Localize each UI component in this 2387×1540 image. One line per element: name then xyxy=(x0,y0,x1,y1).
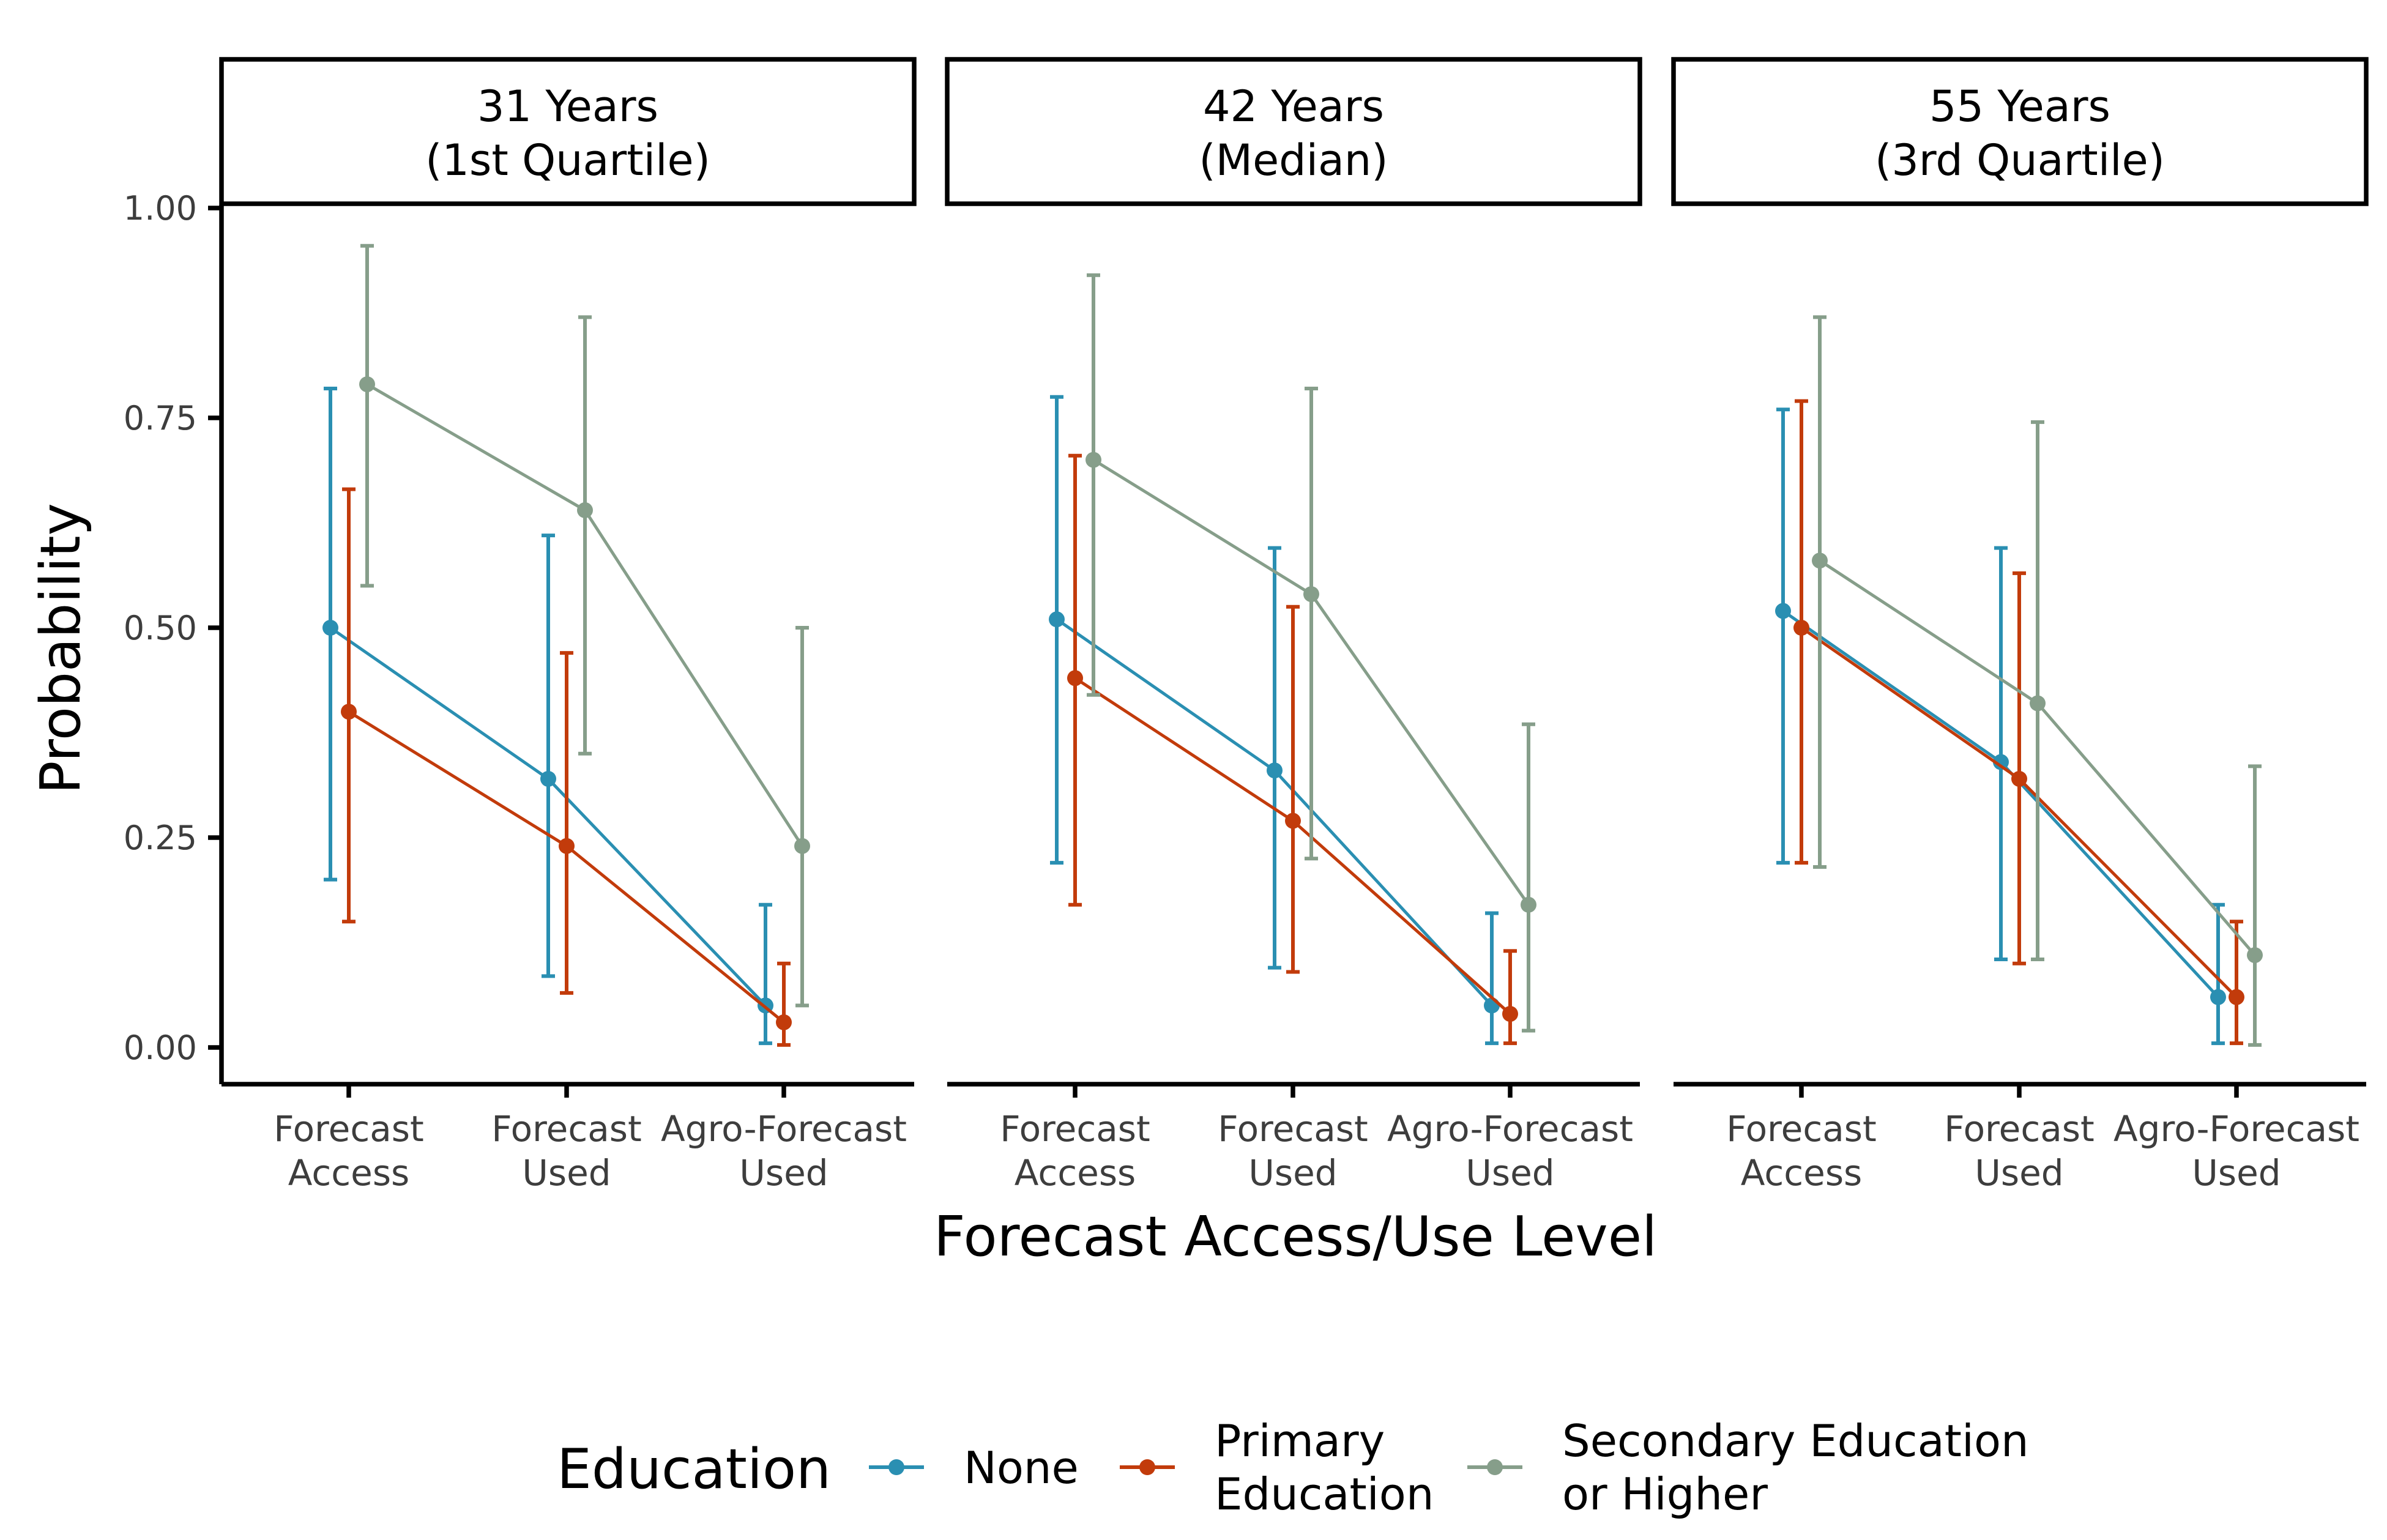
facet-panel-2: 42 Years(Median)ForecastAccessForecastUs… xyxy=(945,57,1642,1194)
facet-strip xyxy=(219,57,917,206)
x-tick-label: Agro-Forecast xyxy=(1387,1108,1633,1150)
legend-label: None xyxy=(964,1442,1079,1494)
facet-strip xyxy=(945,57,1642,206)
x-tick-label: Forecast xyxy=(1000,1108,1150,1150)
x-tick-label: Access xyxy=(1741,1152,1863,1194)
series-1 xyxy=(322,386,773,1046)
data-point xyxy=(1484,997,1500,1014)
data-point xyxy=(1793,620,1809,636)
x-tick-label: Agro-Forecast xyxy=(2113,1108,2359,1150)
data-point xyxy=(2247,947,2263,964)
legend-label-line2: or Higher xyxy=(1562,1468,1768,1520)
series-1 xyxy=(1775,407,2226,1046)
series-2 xyxy=(341,487,792,1047)
legend-key-point xyxy=(888,1459,904,1475)
legend-label-line1: Secondary Education xyxy=(1562,1415,2029,1467)
data-point xyxy=(1049,611,1065,628)
x-tick-label: Forecast xyxy=(274,1108,423,1150)
data-point xyxy=(1086,452,1101,468)
series-3 xyxy=(359,244,810,1008)
series-3 xyxy=(1086,273,1536,1033)
x-tick-label: Agro-Forecast xyxy=(661,1108,907,1150)
data-point xyxy=(1775,603,1791,619)
legend-label-line2: Education xyxy=(1215,1468,1434,1520)
y-axis-title: Probability xyxy=(29,503,93,794)
data-point xyxy=(1812,552,1828,569)
data-point xyxy=(322,620,338,636)
x-tick-label: Access xyxy=(288,1152,410,1194)
data-point xyxy=(1521,896,1536,913)
x-tick-label: Forecast xyxy=(1944,1108,2094,1150)
facet-panel-3: 55 Years(3rd Quartile)ForecastAccessFore… xyxy=(1671,57,2369,1194)
y-tick-label: 0.75 xyxy=(124,399,197,437)
data-point xyxy=(1285,813,1301,829)
data-point xyxy=(2229,989,2244,1005)
facet-panel-1: 31 Years(1st Quartile)ForecastAccessFore… xyxy=(219,57,917,1194)
x-axis-title: Forecast Access/Use Level xyxy=(934,1205,1657,1269)
data-point xyxy=(1267,762,1283,779)
series-1 xyxy=(1049,395,1500,1046)
facet-strip-label-line1: 31 Years xyxy=(477,81,658,132)
facet-strip-label-line1: 42 Years xyxy=(1203,81,1384,132)
facet-panels: 31 Years(1st Quartile)ForecastAccessFore… xyxy=(219,57,2369,1194)
y-tick-label: 0.25 xyxy=(124,819,197,857)
facet-strip-label-line2: (3rd Quartile) xyxy=(1875,135,2165,185)
data-point xyxy=(794,838,810,854)
y-tick-label: 0.00 xyxy=(124,1029,197,1067)
data-point xyxy=(2210,989,2226,1005)
legend-label-line1: Primary xyxy=(1215,1415,1385,1467)
legend-title: Education xyxy=(557,1437,831,1501)
data-point xyxy=(559,838,575,854)
x-tick-label: Used xyxy=(1465,1152,1554,1194)
y-tick-label: 0.50 xyxy=(124,609,197,647)
data-point xyxy=(577,502,593,518)
legend-key-point xyxy=(1487,1459,1503,1475)
data-point xyxy=(2030,695,2046,712)
facet-strip-label-line2: (Median) xyxy=(1199,135,1388,185)
y-tick-label: 1.00 xyxy=(124,189,197,228)
facet-strip-label-line2: (1st Quartile) xyxy=(425,135,710,185)
facet-strip xyxy=(1671,57,2369,206)
series-3 xyxy=(1812,315,2263,1047)
x-tick-label: Used xyxy=(739,1152,828,1194)
x-tick-label: Forecast xyxy=(1726,1108,1876,1150)
x-tick-label: Used xyxy=(522,1152,611,1194)
data-point xyxy=(540,770,556,787)
x-tick-label: Forecast xyxy=(1218,1108,1368,1150)
data-point xyxy=(359,376,375,393)
data-point xyxy=(341,704,357,720)
facet-strip-label-line1: 55 Years xyxy=(1929,81,2110,132)
series-2 xyxy=(1793,399,2244,1046)
data-point xyxy=(1303,586,1319,603)
series-2 xyxy=(1067,453,1518,1046)
data-point xyxy=(776,1014,792,1030)
data-point xyxy=(1067,670,1083,686)
x-tick-label: Access xyxy=(1015,1152,1136,1194)
data-point xyxy=(1502,1006,1518,1022)
x-tick-label: Used xyxy=(1248,1152,1337,1194)
data-point xyxy=(2011,770,2027,787)
legend: Education NonePrimaryEducationSecondary … xyxy=(557,1415,2029,1520)
x-tick-label: Forecast xyxy=(491,1108,641,1150)
legend-entry-1: None xyxy=(869,1442,1079,1494)
data-point xyxy=(1993,754,2009,770)
legend-key-point xyxy=(1139,1459,1155,1475)
x-tick-label: Used xyxy=(1975,1152,2063,1194)
x-tick-label: Used xyxy=(2192,1152,2281,1194)
y-axis: 0.00 0.25 0.50 0.75 1.00 xyxy=(124,189,224,1084)
